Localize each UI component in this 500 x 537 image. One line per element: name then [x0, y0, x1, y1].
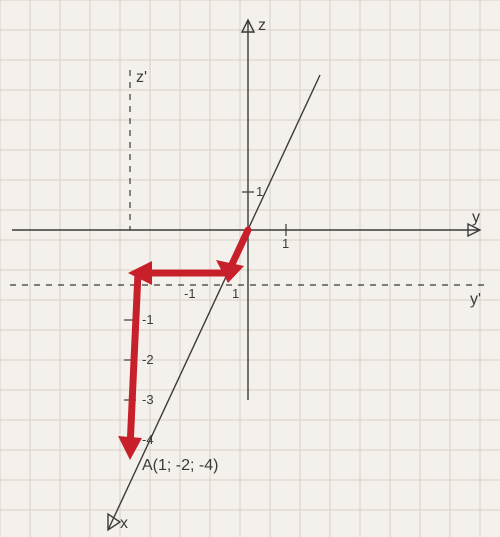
ticklabel-y-1: 1	[282, 236, 289, 251]
coordinate-diagram: z y x z' y' 1 1 1 -1 -1 -2 -3 -4 A(1; -2…	[0, 0, 500, 537]
label-y-prime: y'	[470, 291, 481, 308]
ticklabel-zp-n2: -2	[142, 352, 154, 367]
label-x: x	[120, 515, 128, 532]
ticklabel-zp-n1: -1	[142, 312, 154, 327]
point-a-label: A(1; -2; -4)	[142, 457, 218, 474]
ticklabel-x-n1: -1	[184, 286, 196, 301]
label-z-prime: z'	[136, 69, 147, 86]
label-z: z	[258, 17, 266, 34]
ticklabel-x-1: 1	[232, 286, 239, 301]
ticklabel-zp-n3: -3	[142, 392, 154, 407]
ticklabel-z-1: 1	[256, 184, 263, 199]
label-y: y	[472, 209, 480, 226]
ticklabel-zp-n4: -4	[142, 432, 154, 447]
paper-background	[0, 0, 500, 537]
